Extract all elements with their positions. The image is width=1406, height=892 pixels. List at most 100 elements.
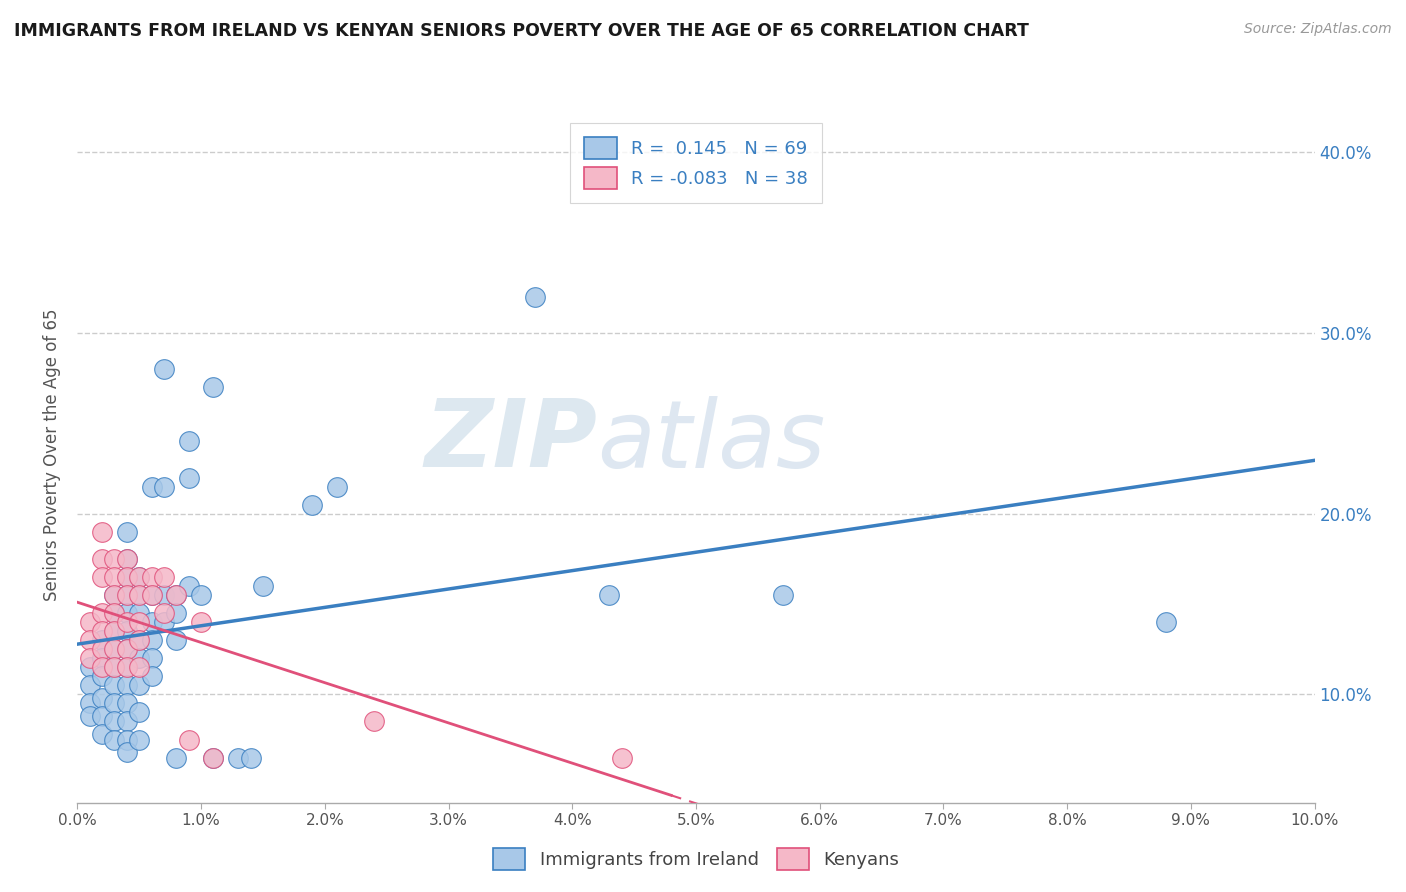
Point: [91, 642, 114, 657]
Point: [202, 750, 225, 764]
Point: [141, 479, 163, 493]
Point: [141, 570, 163, 584]
Point: [165, 633, 187, 648]
Point: [103, 714, 125, 729]
Point: [91, 524, 114, 539]
Legend: Immigrants from Ireland, Kenyans: Immigrants from Ireland, Kenyans: [485, 841, 907, 877]
Point: [103, 624, 125, 639]
Point: [190, 615, 212, 629]
Point: [103, 660, 125, 674]
Point: [128, 570, 150, 584]
Text: Source: ZipAtlas.com: Source: ZipAtlas.com: [1244, 22, 1392, 37]
Point: [115, 570, 138, 584]
Point: [115, 570, 138, 584]
Point: [103, 660, 125, 674]
Point: [239, 750, 262, 764]
Point: [128, 706, 150, 720]
Point: [103, 588, 125, 602]
Point: [326, 479, 349, 493]
Point: [598, 588, 620, 602]
Point: [115, 588, 138, 602]
Point: [115, 678, 138, 692]
Point: [153, 479, 176, 493]
Point: [165, 588, 187, 602]
Point: [153, 606, 176, 620]
Point: [165, 606, 187, 620]
Point: [115, 697, 138, 711]
Point: [115, 714, 138, 729]
Point: [610, 750, 633, 764]
Point: [128, 678, 150, 692]
Point: [202, 380, 225, 394]
Point: [103, 551, 125, 566]
Point: [177, 579, 200, 593]
Point: [128, 732, 150, 747]
Point: [103, 588, 125, 602]
Y-axis label: Seniors Poverty Over the Age of 65: Seniors Poverty Over the Age of 65: [44, 309, 62, 601]
Point: [128, 606, 150, 620]
Point: [1154, 615, 1177, 629]
Point: [177, 434, 200, 449]
Point: [153, 615, 176, 629]
Point: [91, 551, 114, 566]
Point: [91, 669, 114, 683]
Point: [91, 727, 114, 741]
Point: [115, 551, 138, 566]
Point: [115, 615, 138, 629]
Point: [153, 588, 176, 602]
Point: [103, 642, 125, 657]
Point: [363, 714, 385, 729]
Point: [115, 660, 138, 674]
Point: [226, 750, 249, 764]
Point: [103, 732, 125, 747]
Point: [103, 624, 125, 639]
Point: [79, 651, 101, 665]
Point: [115, 606, 138, 620]
Point: [128, 660, 150, 674]
Point: [103, 606, 125, 620]
Point: [141, 588, 163, 602]
Point: [153, 362, 176, 376]
Point: [128, 588, 150, 602]
Point: [128, 633, 150, 648]
Point: [141, 588, 163, 602]
Point: [772, 588, 794, 602]
Point: [103, 606, 125, 620]
Point: [252, 579, 274, 593]
Point: [153, 570, 176, 584]
Text: atlas: atlas: [598, 395, 825, 486]
Point: [115, 642, 138, 657]
Point: [103, 697, 125, 711]
Point: [141, 633, 163, 648]
Point: [202, 750, 225, 764]
Point: [128, 615, 150, 629]
Point: [141, 615, 163, 629]
Point: [115, 588, 138, 602]
Point: [165, 588, 187, 602]
Point: [128, 588, 150, 602]
Point: [79, 615, 101, 629]
Point: [91, 624, 114, 639]
Point: [91, 651, 114, 665]
Point: [79, 697, 101, 711]
Point: [79, 678, 101, 692]
Point: [165, 750, 187, 764]
Point: [524, 290, 547, 304]
Point: [141, 669, 163, 683]
Point: [301, 498, 323, 512]
Point: [79, 633, 101, 648]
Point: [128, 651, 150, 665]
Point: [91, 570, 114, 584]
Point: [103, 642, 125, 657]
Point: [79, 660, 101, 674]
Point: [115, 524, 138, 539]
Text: IMMIGRANTS FROM IRELAND VS KENYAN SENIORS POVERTY OVER THE AGE OF 65 CORRELATION: IMMIGRANTS FROM IRELAND VS KENYAN SENIOR…: [14, 22, 1029, 40]
Point: [91, 633, 114, 648]
Point: [141, 651, 163, 665]
Point: [115, 745, 138, 759]
Point: [177, 470, 200, 484]
Point: [91, 606, 114, 620]
Point: [128, 633, 150, 648]
Point: [91, 660, 114, 674]
Point: [91, 690, 114, 705]
